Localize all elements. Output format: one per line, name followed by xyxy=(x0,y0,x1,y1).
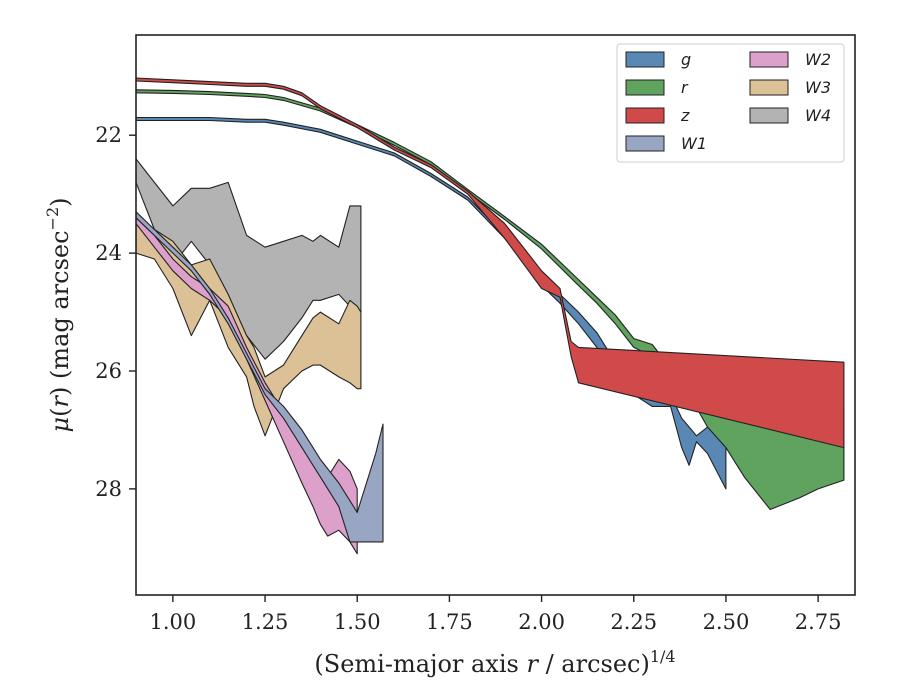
legend-label-w2: W2 xyxy=(805,50,831,69)
legend-label-w3: W3 xyxy=(805,78,831,97)
x-axis-label: (Semi-major axis r / arcsec)1/4 xyxy=(314,647,675,678)
legend-swatch-g xyxy=(625,51,665,68)
x-tick-label: 1.25 xyxy=(242,610,289,634)
legend-swatch-z xyxy=(625,107,665,124)
y-axis-label: μ(r) (mag arcsec−2) xyxy=(43,197,74,432)
x-tick-label: 2.50 xyxy=(703,610,750,634)
plot-frame xyxy=(135,34,856,596)
legend-swatch-r xyxy=(625,79,665,96)
legend-label-r: r xyxy=(681,78,689,97)
band-g xyxy=(136,116,727,490)
x-tick-label: 1.00 xyxy=(149,610,196,634)
band-w1 xyxy=(136,211,384,543)
x-tick-label: 1.75 xyxy=(426,610,473,634)
legend: grz W1 W2 W3 W4 xyxy=(616,43,845,163)
legend-swatch-w4 xyxy=(749,107,789,124)
band-z xyxy=(136,77,845,449)
x-tick-label: 2.75 xyxy=(795,610,842,634)
legend-swatch-w2 xyxy=(749,51,789,68)
band-r xyxy=(136,89,845,511)
band-w2 xyxy=(136,217,358,555)
legend-swatch-w3 xyxy=(749,79,789,96)
y-tick-label: 26 xyxy=(95,359,122,383)
x-axis: 1.00 1.25 1.50 1.75 2.00 2.25 2.50 2.75 xyxy=(149,595,842,634)
x-tick-label: 1.50 xyxy=(334,610,381,634)
legend-label-w4: W4 xyxy=(805,106,831,125)
legend-label-z: z xyxy=(680,106,690,125)
x-tick-label: 2.25 xyxy=(610,610,657,634)
y-tick-label: 22 xyxy=(95,123,122,147)
x-tick-label: 2.00 xyxy=(518,610,565,634)
y-axis: 22 24 26 28 xyxy=(95,123,136,501)
legend-label-w1: W1 xyxy=(681,134,707,153)
y-tick-label: 28 xyxy=(95,477,122,501)
legend-box xyxy=(616,43,845,163)
legend-label-g: g xyxy=(681,50,691,69)
legend-swatch-w1 xyxy=(625,135,665,152)
y-tick-label: 24 xyxy=(95,241,122,265)
profile-bands xyxy=(136,77,845,555)
